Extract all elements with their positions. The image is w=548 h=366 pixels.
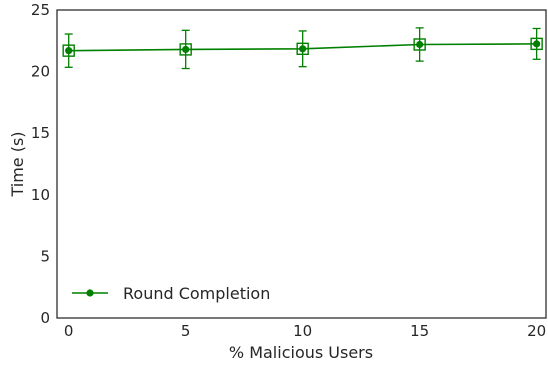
y-tick-label: 25	[31, 1, 50, 19]
data-point-square	[62, 44, 75, 57]
data-point	[65, 47, 73, 55]
tick-layer: 0 5 10 15 20 0 5 10 15 20 25	[31, 1, 546, 340]
y-tick-label: 0	[40, 309, 50, 327]
x-tick-label: 20	[527, 322, 546, 340]
data-point	[533, 40, 541, 48]
y-axis-title: Time (s)	[8, 131, 27, 197]
legend-marker	[86, 289, 94, 297]
data-point	[416, 40, 424, 49]
x-tick-label: 5	[181, 322, 191, 340]
x-tick-label: 0	[64, 322, 74, 340]
plot-layer	[62, 27, 543, 70]
plot-frame	[56, 9, 547, 319]
data-point	[299, 45, 307, 53]
legend-label: Round Completion	[123, 284, 270, 303]
data-point-square	[413, 38, 426, 51]
legend: Round Completion	[72, 284, 270, 303]
y-tick-label: 5	[40, 247, 50, 265]
x-tick-label: 15	[410, 322, 429, 340]
data-point-square	[296, 42, 309, 56]
data-point-square	[530, 37, 543, 51]
data-point	[182, 45, 190, 54]
data-point-square	[179, 43, 192, 56]
y-tick-label: 10	[31, 186, 50, 204]
x-tick-label: 10	[293, 322, 312, 340]
y-tick-label: 15	[31, 124, 50, 142]
y-tick-label: 20	[31, 63, 50, 81]
x-axis-title: % Malicious Users	[229, 343, 373, 362]
